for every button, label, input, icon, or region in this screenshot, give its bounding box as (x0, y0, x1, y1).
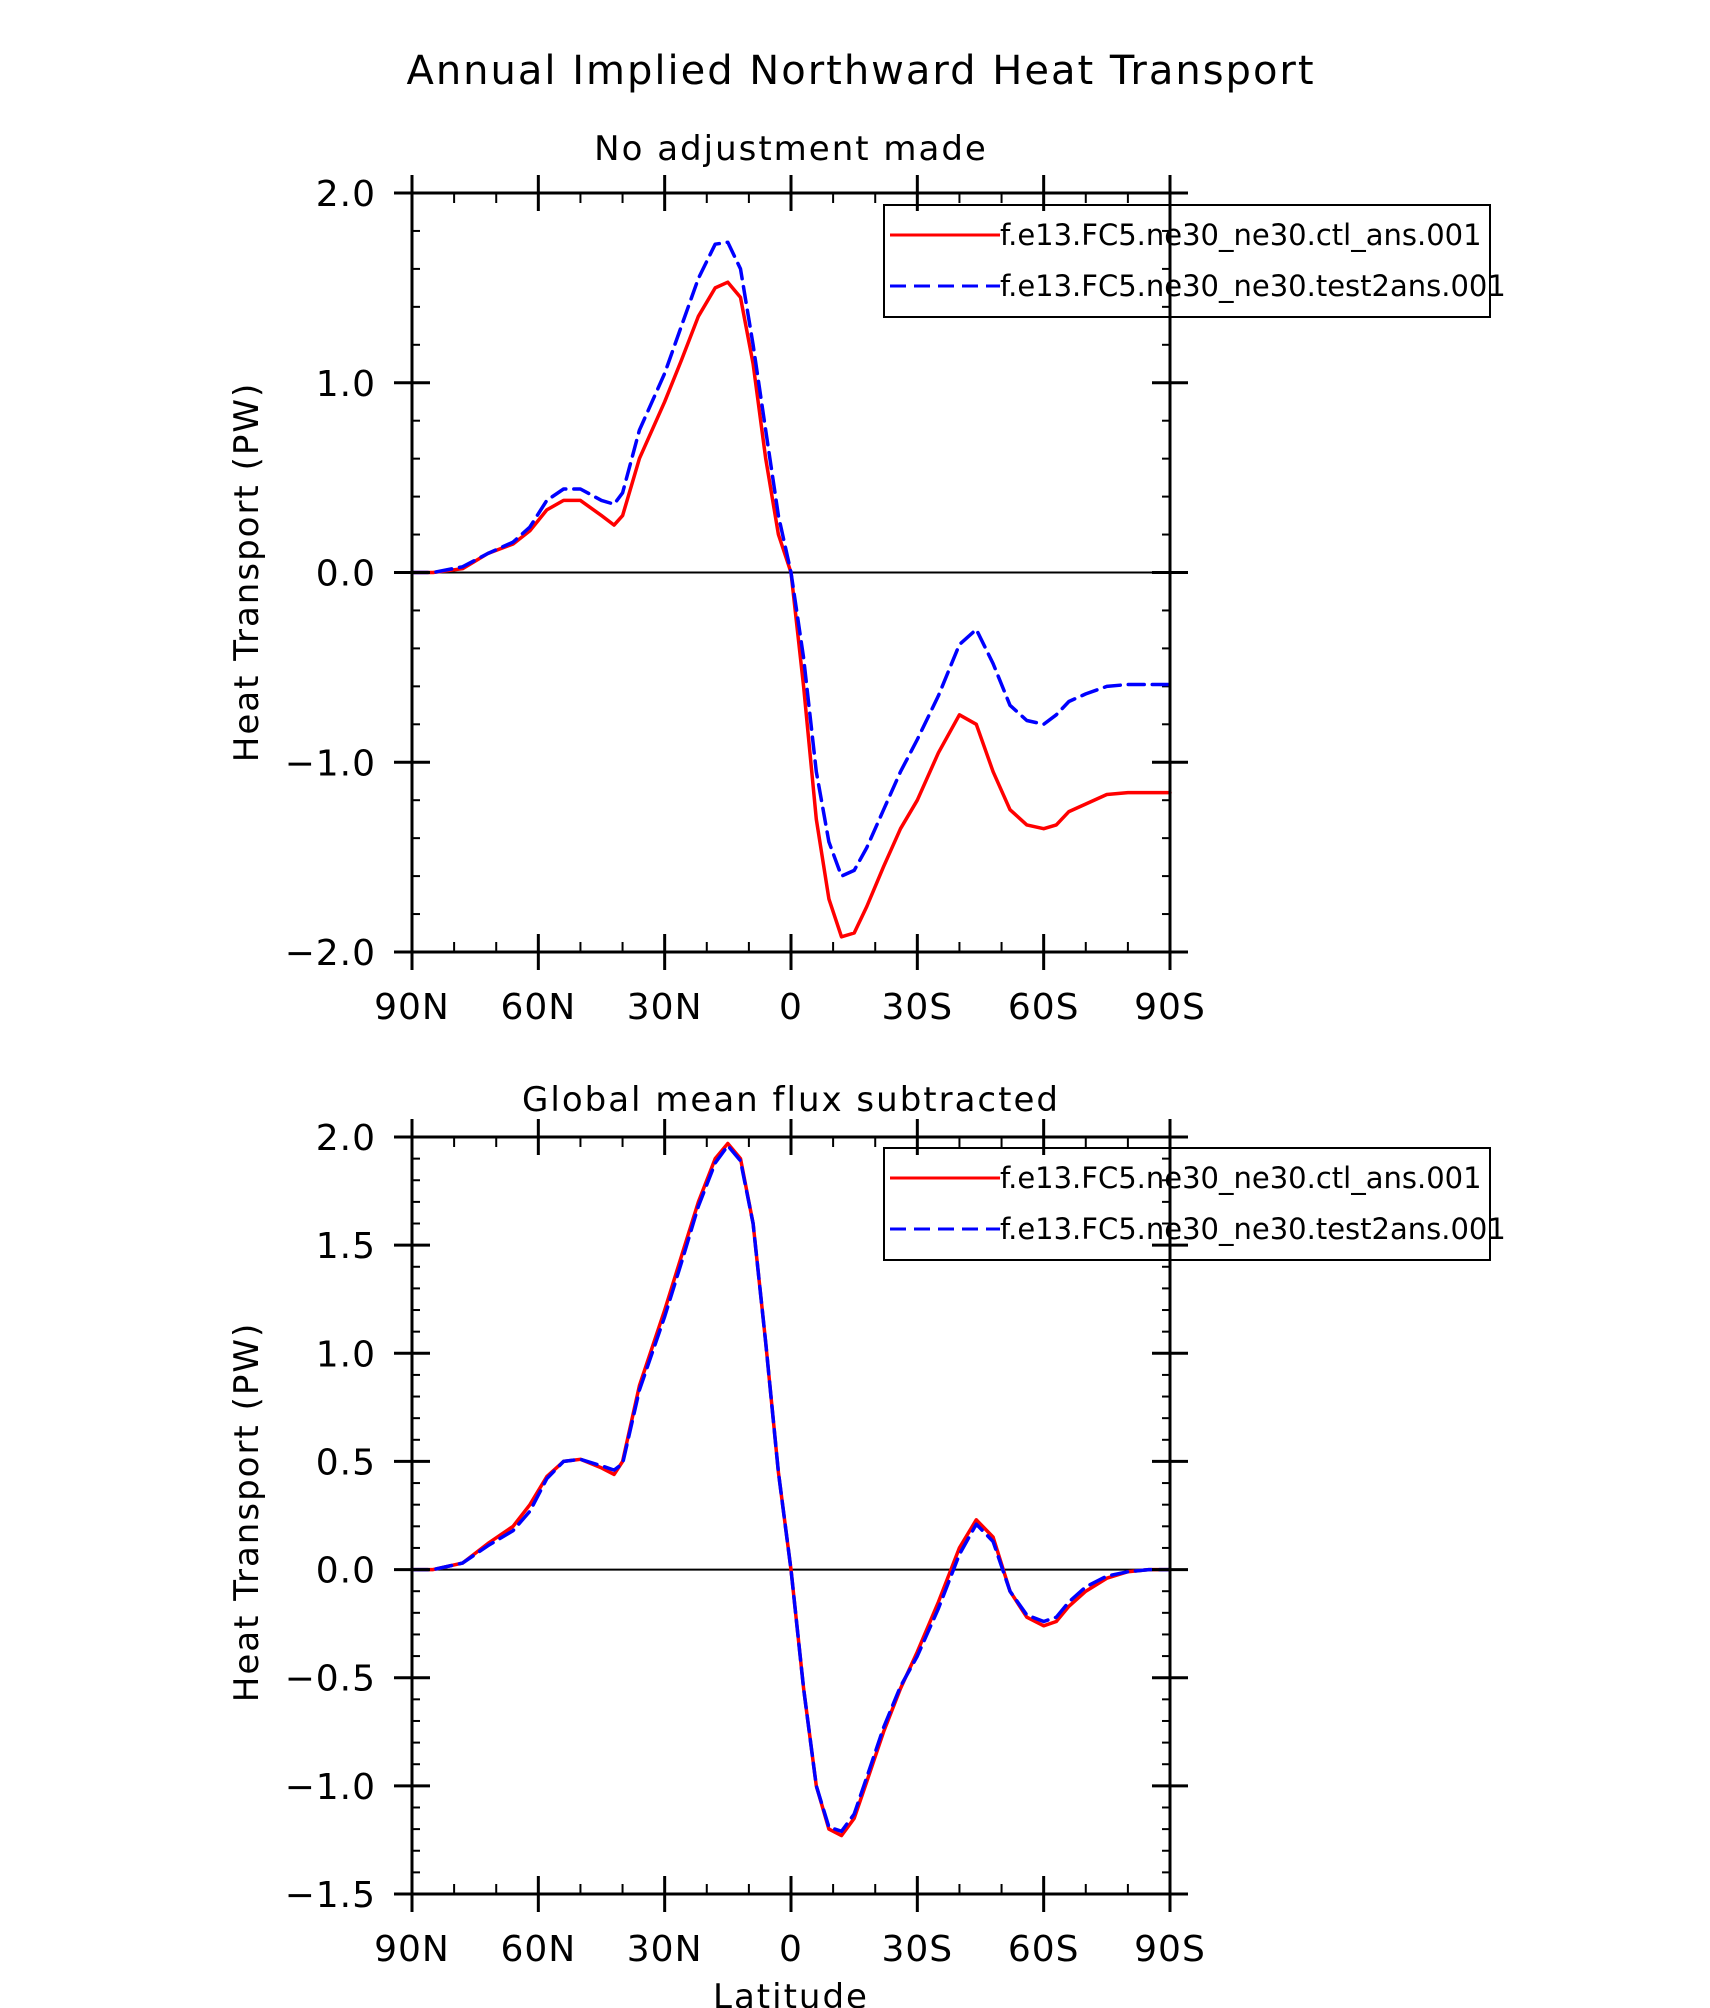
legend: f.e13.FC5.ne30_ne30.ctl_ans.001 f.e13.FC5… (883, 204, 1506, 318)
x-tick-label: 0 (779, 987, 803, 1028)
legend: f.e13.FC5.ne30_ne30.ctl_ans.001 f.e13.FC5… (883, 1147, 1506, 1261)
x-tick-label: 0 (779, 1929, 803, 1970)
legend-label: f.e13.FC5.ne30_ne30.test2ans.001 (1000, 269, 1506, 303)
x-axis-label: Latitude (713, 1977, 869, 2008)
x-tick-label: 30S (881, 1929, 953, 1970)
series-line-test2 (410, 240, 1172, 878)
legend-box (883, 204, 1491, 318)
y-axis-label: Heat Transport (PW) (227, 1322, 267, 1702)
y-axis-label: Heat Transport (PW) (227, 382, 267, 762)
legend-label: f.e13.FC5.ne30_ne30.ctl_ans.001 (1000, 1161, 1482, 1195)
y-tick-label: 0.0 (316, 554, 376, 595)
y-tick-label: 2.0 (316, 174, 376, 215)
x-tick-label: 90S (1134, 1929, 1206, 1970)
panel-global-mean-subtracted: Global mean flux subtracted Heat Transpo… (227, 1080, 1506, 2008)
series-line-ctl (410, 280, 1172, 939)
panel-title: No adjustment made (594, 129, 988, 169)
figure-title: Annual Implied Northward Heat Transport (406, 48, 1315, 94)
y-tick-label: −1.0 (285, 743, 376, 784)
y-tick-label: 1.0 (316, 1334, 376, 1375)
x-tick-label: 90N (374, 1929, 450, 1970)
x-tick-label: 60S (1008, 987, 1080, 1028)
x-tick-label: 60S (1008, 1929, 1080, 1970)
y-tick-label: 1.0 (316, 364, 376, 405)
x-tick-label: 30N (627, 1929, 703, 1970)
y-tick-label: −1.0 (285, 1767, 376, 1808)
series-line-test2 (410, 1143, 1172, 1834)
y-tick-label: 0.0 (316, 1551, 376, 1592)
y-tick-label: 0.5 (316, 1442, 376, 1483)
legend-label: f.e13.FC5.ne30_ne30.ctl_ans.001 (1000, 218, 1482, 252)
x-tick-label: 30S (881, 987, 953, 1028)
x-tick-label: 60N (500, 1929, 576, 1970)
y-tick-label: 2.0 (316, 1118, 376, 1159)
y-tick-label: −2.0 (285, 933, 376, 974)
legend-box (883, 1147, 1491, 1261)
x-tick-label: 90N (374, 987, 450, 1028)
y-tick-label: −0.5 (285, 1659, 376, 1700)
panel-title: Global mean flux subtracted (522, 1080, 1060, 1120)
legend-label: f.e13.FC5.ne30_ne30.test2ans.001 (1000, 1212, 1506, 1246)
x-tick-label: 90S (1134, 987, 1206, 1028)
y-tick-label: −1.5 (285, 1875, 376, 1916)
y-tick-label: 1.5 (316, 1226, 376, 1267)
panel-no-adjustment: No adjustment made Heat Transport (PW) 9… (227, 129, 1506, 1028)
x-tick-label: 60N (500, 987, 576, 1028)
x-tick-label: 30N (627, 987, 703, 1028)
